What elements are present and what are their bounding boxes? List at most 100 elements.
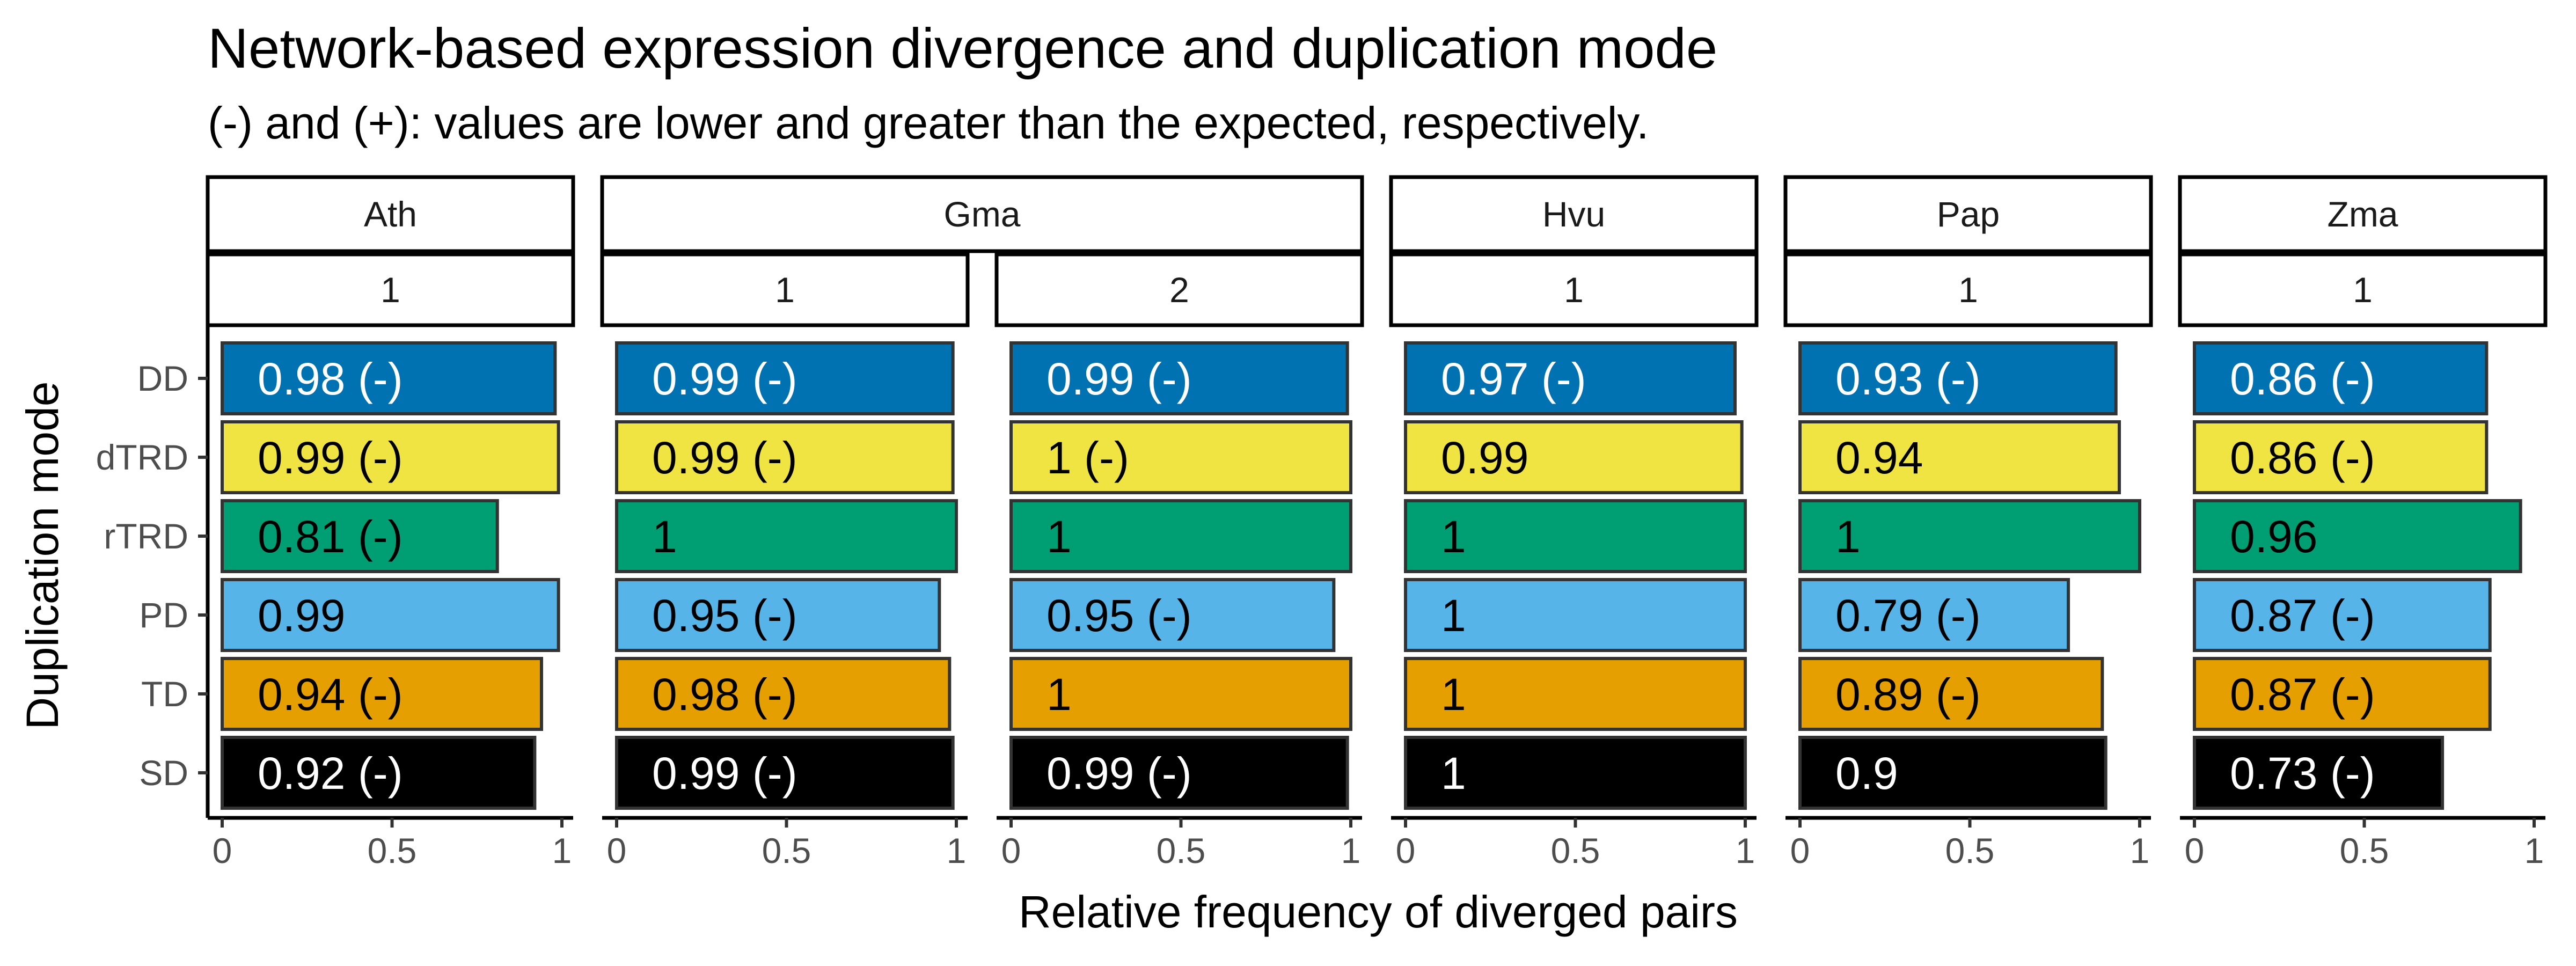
chart-subtitle: (-) and (+): values are lower and greate… <box>208 98 1649 148</box>
panel-zma-1: 1 0.86 (-) 0.86 (-) 0.96 0.87 (-) 0.87 (-) 0.7… <box>2178 252 2548 870</box>
y-tick-label-td: TD <box>141 674 188 714</box>
bar-label-rtrd: 1 <box>1835 511 1861 562</box>
strip-species-gma <box>600 175 1364 253</box>
bar-td <box>2193 657 2492 731</box>
bar-pd <box>2193 578 2492 652</box>
x-tick-label: 0.5 <box>1157 831 1206 870</box>
strip-facet <box>1389 252 1759 327</box>
bar-rtrd <box>1009 499 1352 573</box>
panel-gma-1: 1 0.99 (-) 0.99 (-) 1 0.95 (-) 0.98 (-) 0.99 (… <box>600 252 970 870</box>
bar-label-sd: 0.9 <box>1835 748 1898 799</box>
bar-td <box>615 657 952 731</box>
bar-dtrd <box>1009 420 1352 494</box>
bar-sd <box>2193 736 2445 810</box>
bar-label-dtrd: 0.99 (-) <box>652 433 797 483</box>
bar-pd <box>615 578 941 652</box>
bar-label-dd: 0.99 (-) <box>652 354 797 404</box>
x-tick-label: 0.5 <box>2340 831 2389 870</box>
bar-pd <box>1009 578 1336 652</box>
bar-sd <box>615 736 955 810</box>
chart-title: Network-based expression divergence and … <box>208 17 1717 80</box>
bar-sd <box>1798 736 2107 810</box>
bar-dtrd <box>615 420 955 494</box>
x-tick-label: 0 <box>2185 831 2205 870</box>
x-tick-label: 1 <box>2524 831 2544 870</box>
strip-species-label: Gma <box>943 194 1020 234</box>
x-tick-label: 0.5 <box>762 831 811 870</box>
x-tick-label: 0 <box>1396 831 1416 870</box>
bar-label-td: 1 <box>1441 669 1466 720</box>
bar-sd <box>1404 736 1747 810</box>
bar-dd <box>1404 341 1737 415</box>
bar-label-pd: 0.99 <box>258 590 346 641</box>
bar-label-sd: 0.73 (-) <box>2230 748 2375 799</box>
strip-facet-label: 1 <box>1958 270 1978 310</box>
bar-label-td: 0.89 (-) <box>1835 669 1981 720</box>
strip-facet-label: 1 <box>775 270 795 310</box>
bar-label-td: 0.94 (-) <box>258 669 403 720</box>
bar-pd <box>221 578 560 652</box>
bar-label-sd: 0.92 (-) <box>258 748 403 799</box>
bar-label-sd: 0.99 (-) <box>652 748 797 799</box>
y-axis-title: Duplication mode <box>17 381 68 729</box>
x-tick-label: 0 <box>213 831 232 870</box>
bar-label-pd: 1 <box>1441 590 1466 641</box>
bar-label-dd: 0.98 (-) <box>258 354 403 404</box>
x-tick-label: 1 <box>552 831 572 870</box>
strip-facet <box>1783 252 2153 327</box>
x-tick-label: 0 <box>1790 831 1810 870</box>
strip-species-hvu <box>1389 175 1759 253</box>
bar-label-pd: 0.79 (-) <box>1835 590 1981 641</box>
bar-label-td: 1 <box>1046 669 1072 720</box>
bar-dd <box>1798 341 2118 415</box>
x-tick-label: 1 <box>1341 831 1361 870</box>
bar-label-rtrd: 0.81 (-) <box>258 511 403 562</box>
bar-label-rtrd: 1 <box>1046 511 1072 562</box>
bar-label-pd: 0.95 (-) <box>1046 590 1192 641</box>
bar-td <box>1404 657 1747 731</box>
x-tick-label: 0.5 <box>1551 831 1600 870</box>
bar-rtrd <box>1404 499 1747 573</box>
x-tick-label: 1 <box>1736 831 1755 870</box>
bar-td <box>221 657 544 731</box>
x-tick-label: 0 <box>607 831 627 870</box>
bar-label-rtrd: 1 <box>652 511 677 562</box>
x-tick-label: 0.5 <box>368 831 417 870</box>
bar-rtrd <box>221 499 499 573</box>
bar-label-dd: 0.99 (-) <box>1046 354 1192 404</box>
strip-species-label: Pap <box>1937 194 2000 234</box>
bar-label-dtrd: 0.94 <box>1835 433 1923 483</box>
bar-label-dtrd: 0.86 (-) <box>2230 433 2375 483</box>
strip-facet <box>206 252 575 327</box>
bar-td <box>1798 657 2104 731</box>
x-tick-label: 1 <box>2130 831 2150 870</box>
bar-pd <box>1404 578 1747 652</box>
y-tick-label-dd: DD <box>137 358 188 398</box>
bar-dtrd <box>2193 420 2489 494</box>
bar-label-dd: 0.97 (-) <box>1441 354 1586 404</box>
y-tick-label-sd: SD <box>139 753 188 793</box>
strip-facet-label: 1 <box>2353 270 2373 310</box>
strip-species-ath <box>206 175 575 253</box>
strip-species-label: Hvu <box>1542 194 1605 234</box>
panel-pap-1: 1 0.93 (-) 0.94 1 0.79 (-) 0.89 (-) 0.9 0 0.5 1 <box>1783 252 2153 870</box>
bar-dd <box>2193 341 2489 415</box>
bar-dd <box>615 341 955 415</box>
bar-rtrd <box>615 499 958 573</box>
strip-facet <box>994 252 1364 327</box>
bar-dtrd <box>1798 420 2121 494</box>
bar-td <box>1009 657 1352 731</box>
strip-facet <box>600 252 970 327</box>
bar-rtrd <box>1798 499 2141 573</box>
bar-label-td: 0.87 (-) <box>2230 669 2375 720</box>
panel-ath-1: 1 0.98 (-) 0.99 (-) 0.81 (-) 0.99 0.94 (-) 0.9… <box>206 252 575 870</box>
bar-dd <box>221 341 557 415</box>
bar-label-pd: 0.87 (-) <box>2230 590 2375 641</box>
bar-label-dtrd: 0.99 (-) <box>258 433 403 483</box>
strip-species-label: Zma <box>2328 194 2398 234</box>
x-tick-label: 0 <box>1001 831 1021 870</box>
strip-facet-label: 1 <box>380 270 400 310</box>
bar-dd <box>1009 341 1349 415</box>
x-axis-title: Relative frequency of diverged pairs <box>1019 887 1738 937</box>
